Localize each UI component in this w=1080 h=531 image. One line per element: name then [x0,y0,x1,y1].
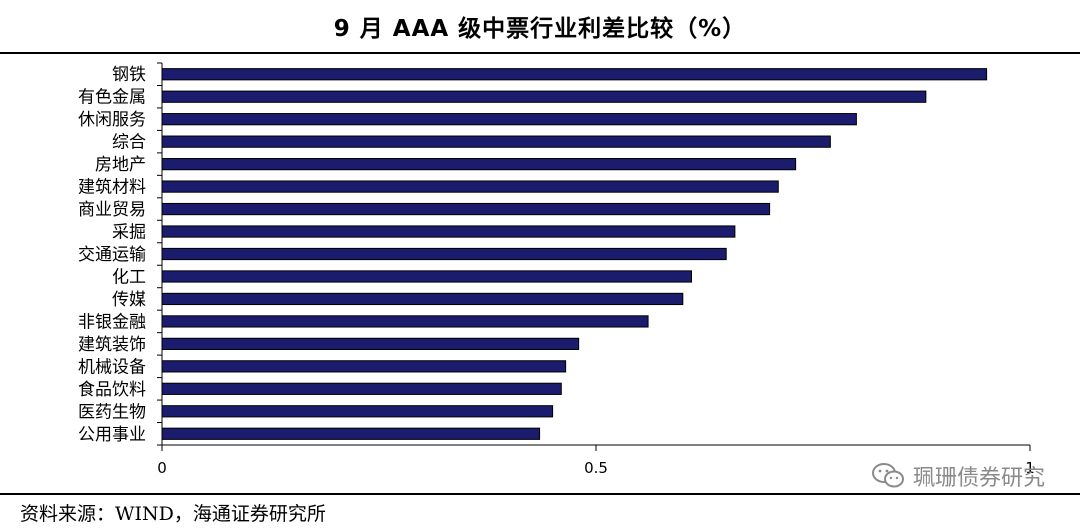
category-label: 有色金属 [78,88,146,108]
bar [161,135,831,148]
x-tick-label: 1 [1025,459,1035,477]
bar [161,427,541,440]
category-label: 房地产 [95,155,146,175]
bar [161,292,684,306]
bar [161,315,649,328]
bar [161,180,779,193]
bar [161,270,692,283]
category-label: 综合 [112,133,146,153]
watermark: 珮珊债券研究 [871,460,1045,492]
bar-chart: 0 0.5 1 钢铁有色金属休闲服务综合房地产建筑材料商业贸易采掘交通运输化工传媒非银… [78,62,1035,477]
bar [161,113,857,126]
x-tick-label: 0 [157,459,167,477]
chart-title-bar: 9 月 AAA 级中票行业利差比较（%） [0,0,1080,54]
category-label: 食品饮料 [78,380,146,400]
chart-title: 9 月 AAA 级中票行业利差比较（%） [333,16,747,42]
category-label: 钢铁 [112,65,146,85]
wechat-icon [871,463,904,488]
x-tick-label: 0.5 [584,459,608,477]
watermark-text: 珮珊债券研究 [912,466,1045,491]
category-label: 医药生物 [78,402,146,422]
category-label: 公用事业 [78,425,146,445]
bar [161,247,727,261]
bar [161,90,927,103]
category-label: 化工 [112,267,146,287]
category-label: 建筑材料 [78,178,146,198]
category-label: 采掘 [112,223,146,243]
bar [161,337,580,351]
category-label: 机械设备 [78,357,146,377]
category-label: 非银金融 [78,312,146,332]
bar [161,382,562,395]
bar [161,405,554,418]
category-label: 商业贸易 [78,200,146,220]
source-note: 资料来源：WIND，海通证券研究所 [20,503,326,525]
bar [161,68,988,81]
category-label: 休闲服务 [78,110,146,130]
category-label: 传媒 [112,290,146,310]
bar [161,158,797,171]
bar [161,225,736,238]
footer: 资料来源：WIND，海通证券研究所 [0,493,1080,531]
category-label: 建筑装饰 [78,335,146,355]
chart-area: 0 0.5 1 钢铁有色金属 休闲服务综合 房地产建筑材料 商业贸易采掘 交通运输 化工传媒 非银… [0,53,1080,493]
category-label: 交通运输 [78,245,146,265]
bar [161,360,567,373]
bar [161,202,771,216]
